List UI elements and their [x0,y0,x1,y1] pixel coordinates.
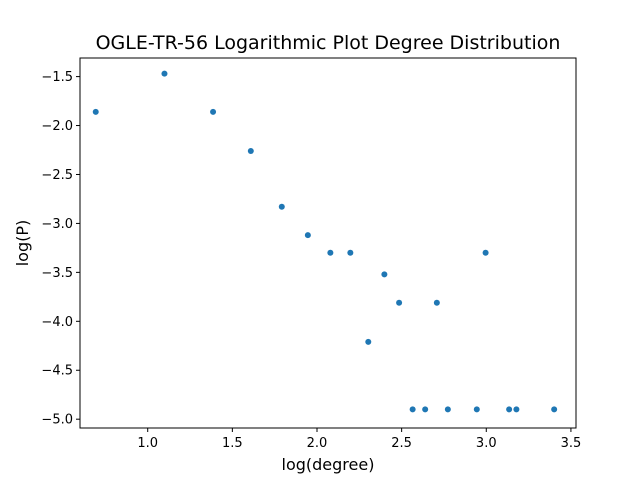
data-point [92,108,99,115]
x-tick-label: 1.5 [222,436,243,451]
data-point [482,249,489,256]
y-tick-label: −4.0 [41,315,73,330]
data-point [247,147,254,154]
data-point [551,406,558,413]
data-point [161,70,168,77]
y-axis-label: log(P) [13,220,32,267]
y-axis-ticks: −1.5 −2.0 −2.5 −3.0 −3.5 −4.0 −4.5 −5.0 [41,70,80,428]
x-tick-label: 2.0 [307,436,328,451]
data-point [422,406,429,413]
data-point [347,249,354,256]
data-point [278,203,285,210]
data-point [381,271,388,278]
data-points [92,70,558,413]
y-tick-label: −2.5 [41,168,73,183]
data-point [473,406,480,413]
x-tick-label: 1.0 [137,436,158,451]
data-point [365,338,372,345]
y-tick-label: −4.5 [41,364,73,379]
y-tick-label: −3.0 [41,217,73,232]
x-axis-ticks: 1.0 1.5 2.0 2.5 3.0 3.5 [137,428,581,451]
data-point [444,406,451,413]
data-point [396,299,403,306]
x-tick-label: 3.5 [561,436,582,451]
data-point [433,299,440,306]
data-point [210,108,217,115]
y-tick-label: −3.5 [41,266,73,281]
data-point [327,249,334,256]
data-point [409,406,416,413]
data-point [304,232,311,239]
data-point [506,406,513,413]
x-tick-label: 2.5 [391,436,412,451]
x-axis-label: log(degree) [282,455,375,474]
plot-frame [79,57,577,429]
x-tick-label: 3.0 [476,436,497,451]
data-point [513,406,520,413]
chart-title: OGLE-TR-56 Logarithmic Plot Degree Distr… [96,32,561,54]
y-tick-label: −2.0 [41,119,73,134]
y-tick-label: −1.5 [41,70,73,85]
y-tick-label: −5.0 [41,413,73,428]
